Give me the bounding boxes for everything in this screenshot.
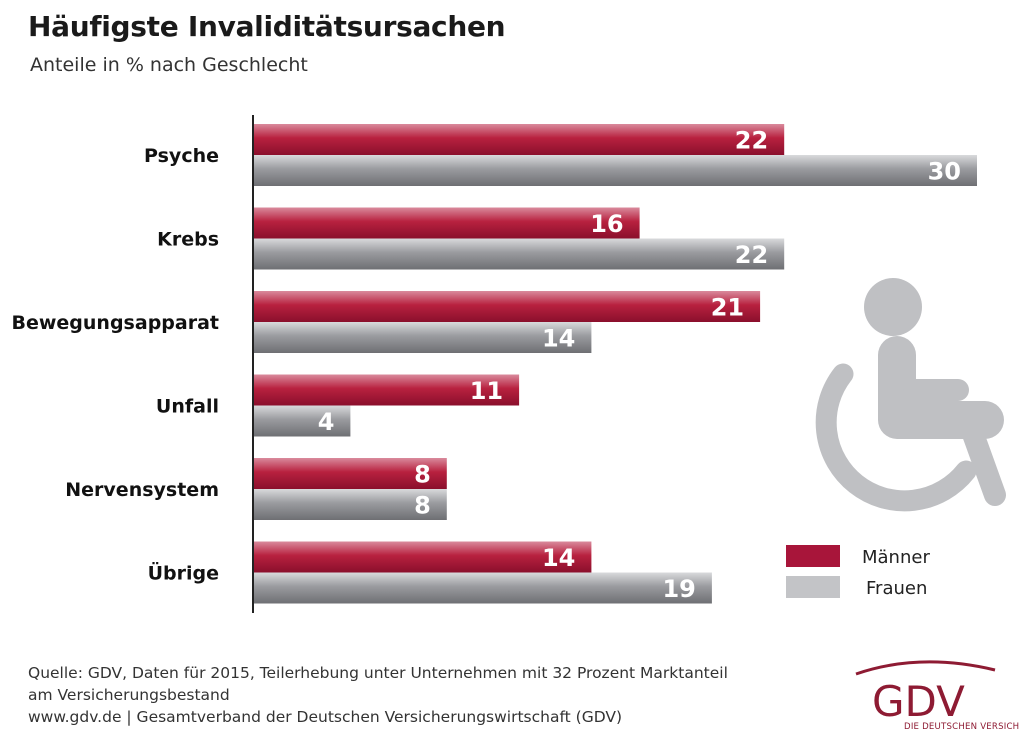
- wheelchair-icon: [815, 278, 1006, 512]
- logo-text: GDV: [872, 677, 965, 726]
- bar-frauen-psyche: [254, 155, 977, 186]
- value-label-frauen-unfall: 4: [318, 408, 335, 436]
- bar-frauen-ubrige: [254, 572, 712, 604]
- bar-manner-psyche: [254, 124, 785, 155]
- source-line-2: am Versicherungsbestand: [28, 686, 230, 704]
- value-label-manner-unfall: 11: [470, 377, 503, 405]
- value-label-frauen-nervensystem: 8: [414, 492, 431, 520]
- value-label-manner-krebs: 16: [590, 210, 623, 238]
- category-label-nervensystem: Nervensystem: [65, 479, 219, 501]
- value-label-frauen-ubrige: 19: [662, 575, 695, 603]
- legend-swatch-maenner: [786, 545, 840, 567]
- value-label-manner-ubrige: 14: [542, 544, 575, 572]
- chart-title: Häufigste Invaliditätsursachen: [28, 10, 506, 43]
- gdv-logo: GDV DIE DEUTSCHEN VERSICHERER: [855, 660, 1020, 732]
- chart-subtitle: Anteile in % nach Geschlecht: [30, 54, 308, 76]
- category-label-krebs: Krebs: [157, 229, 219, 251]
- source-line-1: Quelle: GDV, Daten für 2015, Teilerhebun…: [28, 664, 728, 682]
- bar-manner-bewegungsapparat: [254, 291, 761, 322]
- bar-manner-krebs: [254, 207, 640, 239]
- logo-swoosh: [855, 660, 996, 676]
- source-line-3: www.gdv.de | Gesamtverband der Deutschen…: [28, 708, 623, 726]
- category-label-ubrige: Übrige: [148, 561, 219, 585]
- bar-frauen-bewegungsapparat: [254, 322, 592, 353]
- value-label-frauen-psyche: 30: [928, 158, 961, 186]
- bar-frauen-nervensystem: [254, 489, 447, 520]
- logo-subtext: DIE DEUTSCHEN VERSICHERER: [904, 722, 1020, 732]
- bar-frauen-krebs: [254, 238, 785, 270]
- value-label-manner-psyche: 22: [735, 127, 768, 155]
- legend-label-maenner: Männer: [862, 547, 930, 568]
- category-label-psyche: Psyche: [144, 145, 219, 167]
- value-label-frauen-krebs: 22: [735, 241, 768, 269]
- bars-group: Psyche 22 30 Krebs 16 22 Bewegungsapparat 21 14 U…: [12, 124, 977, 604]
- bar-manner-nervensystem: [254, 458, 447, 489]
- category-label-bewegungsapparat: Bewegungsapparat: [12, 312, 220, 334]
- value-label-manner-bewegungsapparat: 21: [711, 294, 744, 322]
- bar-frauen-unfall: [254, 405, 351, 437]
- legend-swatch-frauen: [786, 576, 840, 598]
- category-label-unfall: Unfall: [156, 396, 219, 418]
- bar-manner-unfall: [254, 374, 520, 406]
- bar-manner-ubrige: [254, 541, 592, 573]
- legend-label-frauen: Frauen: [866, 578, 927, 599]
- value-label-manner-nervensystem: 8: [414, 461, 431, 489]
- value-label-frauen-bewegungsapparat: 14: [542, 325, 575, 353]
- source-footer: Quelle: GDV, Daten für 2015, Teilerhebun…: [28, 662, 728, 728]
